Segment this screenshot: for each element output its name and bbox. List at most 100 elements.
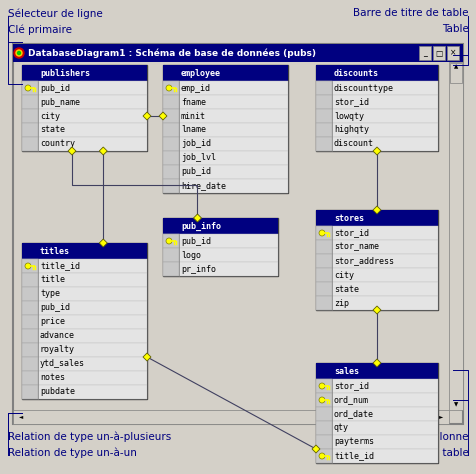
Polygon shape <box>68 147 76 155</box>
Text: Relation de type un-à-plusieurs: Relation de type un-à-plusieurs <box>8 432 171 443</box>
Text: stor_id: stor_id <box>333 382 368 391</box>
Bar <box>315 65 437 151</box>
Text: city: city <box>333 271 353 280</box>
Bar <box>315 435 437 449</box>
Bar <box>315 210 437 226</box>
Bar <box>315 363 437 379</box>
Bar <box>22 329 147 343</box>
Bar <box>315 379 331 393</box>
Text: Barre de titre de table: Barre de titre de table <box>353 8 468 18</box>
Bar <box>22 301 38 315</box>
Text: ord_num: ord_num <box>333 395 368 404</box>
Bar <box>315 226 437 240</box>
Bar <box>22 301 147 315</box>
Bar <box>315 282 331 296</box>
Text: Table: Table <box>441 24 468 34</box>
Text: ytd_sales: ytd_sales <box>40 359 85 368</box>
Bar <box>315 95 331 109</box>
Bar <box>449 63 461 83</box>
Bar <box>163 165 178 179</box>
Bar <box>315 393 331 407</box>
Bar <box>22 371 38 385</box>
Text: payterms: payterms <box>333 438 373 447</box>
Polygon shape <box>311 445 319 453</box>
Text: titles: titles <box>40 246 70 255</box>
Bar <box>315 363 437 463</box>
Text: logo: logo <box>180 250 200 259</box>
Circle shape <box>14 48 24 58</box>
Bar <box>22 243 147 259</box>
Bar <box>22 287 147 301</box>
Bar <box>163 81 178 95</box>
Text: notes: notes <box>40 374 65 383</box>
Text: discount: discount <box>333 139 373 148</box>
Text: pubdate: pubdate <box>40 388 75 396</box>
Bar <box>22 123 38 137</box>
Bar <box>163 234 278 248</box>
Bar <box>22 65 147 81</box>
Text: state: state <box>333 284 358 293</box>
Bar <box>163 234 178 248</box>
Bar <box>315 407 331 421</box>
Polygon shape <box>372 147 380 155</box>
Bar <box>315 109 331 123</box>
Text: title_id: title_id <box>40 262 80 271</box>
Text: stor_id: stor_id <box>333 98 368 107</box>
Circle shape <box>18 52 20 55</box>
Text: job_lvl: job_lvl <box>180 154 216 163</box>
Bar <box>163 123 178 137</box>
Text: pub_name: pub_name <box>40 98 80 107</box>
Text: ►: ► <box>438 414 442 419</box>
Bar <box>22 243 147 399</box>
Bar <box>163 248 178 262</box>
Bar <box>315 421 331 435</box>
Circle shape <box>318 397 324 403</box>
Bar <box>163 262 178 276</box>
Bar <box>446 46 458 60</box>
Bar <box>315 95 437 109</box>
Text: title: title <box>40 275 65 284</box>
Polygon shape <box>99 239 107 247</box>
Text: Relation de type un-à-un: Relation de type un-à-un <box>8 448 137 458</box>
Text: employee: employee <box>180 69 220 78</box>
Bar <box>163 218 278 276</box>
Bar <box>163 95 178 109</box>
Text: pr_info: pr_info <box>180 264 216 273</box>
Bar <box>22 65 147 151</box>
Circle shape <box>318 383 324 389</box>
Text: Nom de la table: Nom de la table <box>385 448 468 458</box>
Bar <box>315 226 331 240</box>
Text: lname: lname <box>180 126 206 135</box>
Bar <box>163 218 278 234</box>
Bar <box>22 385 147 399</box>
Polygon shape <box>372 306 380 314</box>
Bar <box>163 137 178 151</box>
Text: discounttype: discounttype <box>333 83 393 92</box>
Text: lowqty: lowqty <box>333 111 363 120</box>
Circle shape <box>166 85 172 91</box>
Bar <box>22 343 38 357</box>
Bar <box>163 151 178 165</box>
Text: ×: × <box>449 48 455 57</box>
Bar <box>22 273 38 287</box>
Bar <box>315 109 437 123</box>
Polygon shape <box>159 112 167 120</box>
Bar <box>418 46 430 60</box>
Circle shape <box>318 230 324 236</box>
Bar <box>163 81 288 95</box>
Bar <box>163 65 288 81</box>
Text: ▼: ▼ <box>453 402 457 408</box>
Bar <box>163 109 178 123</box>
Text: highqty: highqty <box>333 126 368 135</box>
Polygon shape <box>143 112 151 120</box>
Bar <box>315 268 437 282</box>
Text: type: type <box>40 290 60 299</box>
Text: qty: qty <box>333 423 348 432</box>
Text: price: price <box>40 318 65 327</box>
Bar <box>22 259 38 273</box>
Bar <box>22 81 147 95</box>
Bar <box>315 407 437 421</box>
Bar <box>163 65 288 193</box>
Bar <box>315 254 437 268</box>
Text: stor_name: stor_name <box>333 243 378 252</box>
